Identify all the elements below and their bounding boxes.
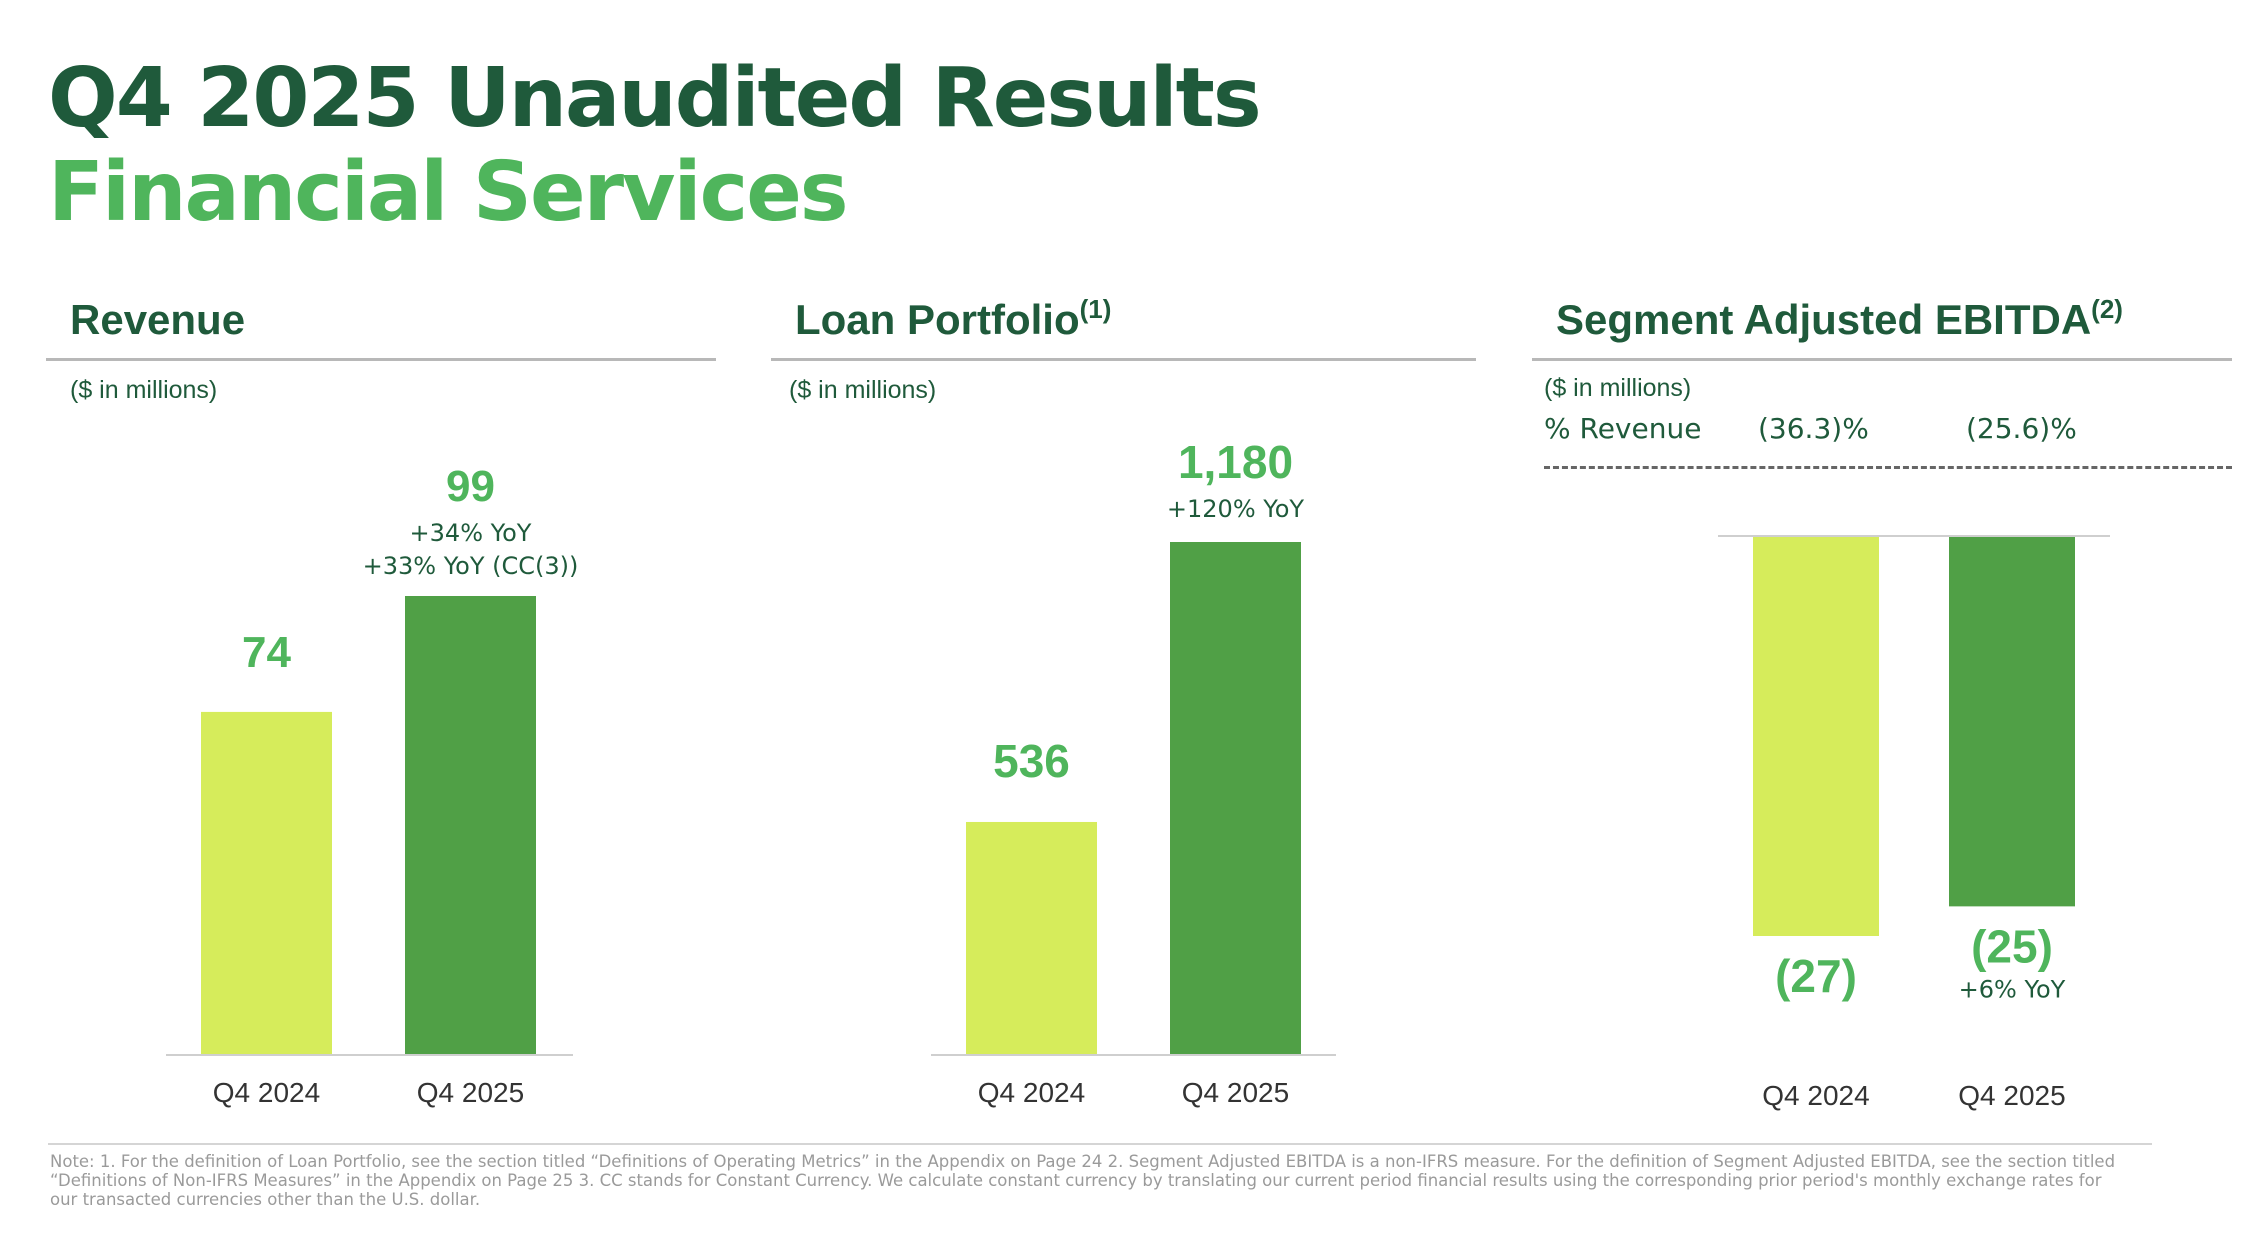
panel-divider (771, 358, 1476, 361)
loan-portfolio-panel-title: Loan Portfolio(1) (795, 294, 1112, 343)
yoy-annotation: +6% YoY (1959, 975, 2066, 1003)
loan-portfolio-chart: 536 Q4 2024 1,180 +120% YoY Q4 2025 (931, 436, 1336, 1108)
bar-q4-2024 (201, 711, 332, 1055)
page-title: Q4 2025 Unaudited Results (48, 51, 1262, 146)
footnote-ref: (2) (2091, 294, 2123, 324)
bar-q4-2025 (1949, 536, 2075, 907)
footnote-divider (48, 1143, 2152, 1145)
category-label: Q4 2025 (417, 1077, 524, 1108)
pct-revenue-q4-2024: (36.3)% (1758, 412, 1869, 445)
pct-revenue-label: % Revenue (1544, 412, 1702, 445)
yoy-annotation: +34% YoY (410, 519, 532, 547)
revenue-panel: Revenue ($ in millions) 74 Q4 2024 99 +34% … (46, 280, 716, 1120)
page-subtitle: Financial Services (48, 145, 849, 240)
footnote: Note: 1. For the definition of Loan Port… (50, 1152, 2116, 1209)
ebitda-chart: (27) Q4 2024 (25) +6% YoY Q4 2025 (1718, 535, 2110, 1111)
value-label: 536 (993, 735, 1070, 787)
revenue-panel-title: Revenue (70, 296, 246, 343)
unit-label: ($ in millions) (70, 376, 218, 404)
unit-label: ($ in millions) (1544, 374, 1692, 402)
dashed-divider (1544, 466, 2232, 469)
value-label: (25) (1971, 920, 2053, 972)
value-label: (27) (1775, 950, 1857, 1002)
loan-portfolio-panel: Loan Portfolio(1) ($ in millions) 536 Q4 … (771, 280, 1476, 1120)
category-label: Q4 2024 (978, 1077, 1085, 1108)
panel-divider (46, 358, 716, 361)
pct-revenue-q4-2025: (25.6)% (1966, 412, 2077, 445)
revenue-chart: 74 Q4 2024 99 +34% YoY +33% YoY (CC(3)) Q4 20… (166, 462, 579, 1108)
ebitda-panel-title: Segment Adjusted EBITDA(2) (1556, 294, 2123, 343)
bar-q4-2025 (405, 596, 536, 1055)
category-label: Q4 2025 (1958, 1080, 2065, 1111)
bar-q4-2025 (1170, 542, 1301, 1055)
category-label: Q4 2025 (1182, 1077, 1289, 1108)
panel-divider (1532, 358, 2232, 361)
yoy-annotation: +120% YoY (1167, 495, 1305, 523)
bar-q4-2024 (1753, 536, 1879, 936)
bar-q4-2024 (966, 821, 1097, 1055)
yoy-annotation: +33% YoY (CC(3)) (363, 552, 579, 580)
footnote-ref: (1) (1079, 294, 1112, 324)
ebitda-panel: Segment Adjusted EBITDA(2) ($ in million… (1532, 280, 2232, 1120)
value-label: 99 (446, 462, 495, 511)
category-label: Q4 2024 (1762, 1080, 1869, 1111)
category-label: Q4 2024 (213, 1077, 320, 1108)
unit-label: ($ in millions) (789, 376, 937, 404)
value-label: 74 (242, 628, 291, 677)
value-label: 1,180 (1178, 436, 1293, 488)
